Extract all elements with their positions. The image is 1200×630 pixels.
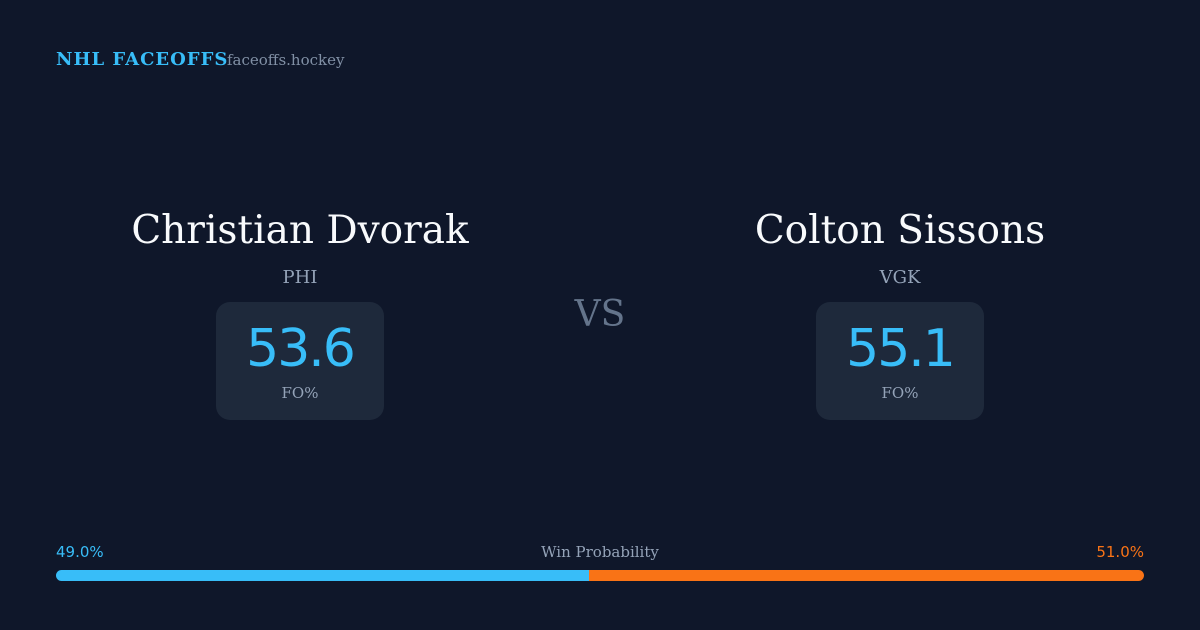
probability-bar [56, 570, 1144, 581]
brand: NHL FACEOFFS [56, 49, 229, 70]
left-segment [56, 570, 590, 581]
player-left: Christian Dvorak PHI 53.6 FO% [0, 205, 600, 420]
site-name: faceoffs.hockey [227, 51, 345, 69]
team: VGK [879, 267, 921, 288]
player-name: Colton Sissons [754, 208, 1046, 253]
player-right: Colton Sissons VGK 55.1 FO% [600, 205, 1200, 420]
right-probability: 51.0% [1096, 543, 1144, 561]
left-probability: 49.0% [56, 543, 104, 561]
win-probability-title: Win Probability [541, 543, 659, 561]
team: PHI [282, 267, 318, 288]
versus: VS [574, 294, 626, 335]
stat-label: FO% [881, 384, 919, 402]
right-segment [589, 570, 1144, 581]
stat-value: 53.6 [246, 319, 356, 379]
stat-value: 55.1 [846, 319, 956, 379]
stat-label: FO% [281, 384, 319, 402]
player-name: Christian Dvorak [131, 208, 469, 253]
stat-card: 53.6 FO% [216, 302, 384, 420]
stat-card: 55.1 FO% [816, 302, 984, 420]
